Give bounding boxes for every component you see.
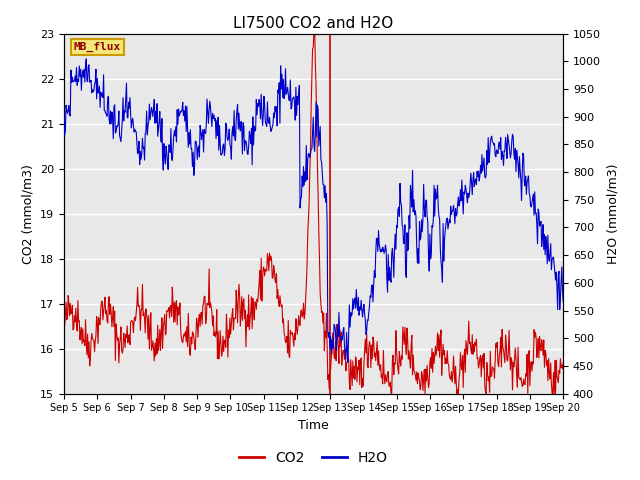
Y-axis label: H2O (mmol/m3): H2O (mmol/m3) [607, 163, 620, 264]
Legend: CO2, H2O: CO2, H2O [234, 445, 394, 471]
Text: MB_flux: MB_flux [74, 42, 121, 52]
Y-axis label: CO2 (mmol/m3): CO2 (mmol/m3) [22, 164, 35, 264]
X-axis label: Time: Time [298, 419, 329, 432]
Title: LI7500 CO2 and H2O: LI7500 CO2 and H2O [234, 16, 394, 31]
